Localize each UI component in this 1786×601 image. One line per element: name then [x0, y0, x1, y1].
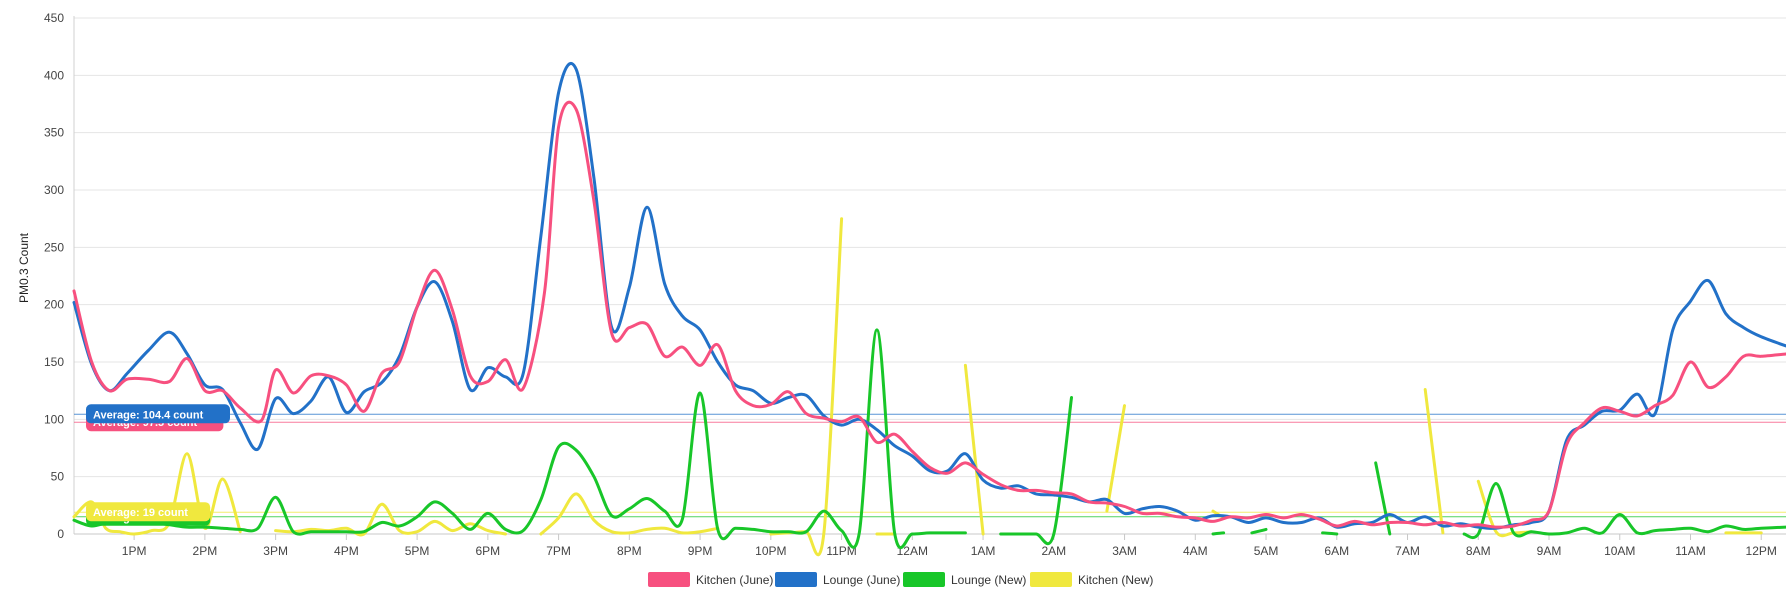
y-tick-label: 150 — [44, 355, 64, 369]
x-tick-label: 6AM — [1324, 544, 1349, 558]
series-line-lounge-new — [1250, 527, 1268, 535]
y-tick-label: 300 — [44, 183, 64, 197]
x-tick-label: 12AM — [897, 544, 928, 558]
average-label-background — [86, 502, 211, 522]
series-line-kitchen-new — [1105, 404, 1126, 513]
plot-area — [72, 62, 1786, 557]
y-tick-label: 200 — [44, 298, 64, 312]
series-line-lounge-new — [1211, 531, 1226, 536]
x-axis: 1PM 2PM 3PM 4PM 5PM 6PM 7PM 8PM 9PM 10PM 11PM 12AM 1… — [74, 533, 1786, 558]
x-tick-label: 7PM — [546, 544, 571, 558]
x-tick-label: 2AM — [1041, 544, 1066, 558]
series-line-lounge-new — [72, 328, 967, 550]
average-label-text: Average: 104.4 count — [93, 409, 204, 421]
average-label-background — [86, 404, 230, 424]
x-tick-label: 4AM — [1183, 544, 1208, 558]
legend-item-lounge-june[interactable]: Lounge (June) — [775, 572, 900, 587]
legend-swatch — [903, 572, 945, 587]
x-tick-label: 9PM — [688, 544, 713, 558]
legend-swatch — [775, 572, 817, 587]
legend-item-kitchen-new[interactable]: Kitchen (New) — [1030, 572, 1153, 587]
y-tick-label: 350 — [44, 126, 64, 140]
x-tick-label: 3PM — [263, 544, 288, 558]
x-tick-label: 10PM — [755, 544, 786, 558]
y-tick-label: 400 — [44, 68, 64, 82]
x-tick-label: 8PM — [617, 544, 642, 558]
x-tick-label: 2PM — [193, 544, 218, 558]
x-tick-label: 9AM — [1537, 544, 1562, 558]
legend-label: Kitchen (June) — [696, 573, 773, 587]
grid-lines — [74, 17, 1786, 535]
x-tick-label: 11AM — [1675, 544, 1705, 558]
legend: Kitchen (June) Lounge (June) Lounge (New) K… — [648, 572, 1153, 587]
series-line-kitchen-new — [1423, 388, 1445, 535]
legend-label: Lounge (June) — [823, 573, 900, 587]
series-line-kitchen-new — [539, 492, 720, 536]
series-line-kitchen-new — [963, 363, 985, 536]
y-tick-label: 0 — [57, 527, 64, 541]
average-label-text: Average: 19 count — [93, 507, 188, 519]
x-tick-label: 12PM — [1746, 544, 1777, 558]
x-tick-label: 1AM — [971, 544, 996, 558]
x-tick-label: 10AM — [1604, 544, 1635, 558]
legend-label: Lounge (New) — [951, 573, 1026, 587]
x-tick-label: 1PM — [122, 544, 147, 558]
legend-swatch — [1030, 572, 1072, 587]
legend-item-lounge-new[interactable]: Lounge (New) — [903, 572, 1026, 587]
y-axis: 0 50 100 150 200 250 300 350 400 450 — [44, 11, 75, 541]
series-line-lounge-june — [72, 62, 1786, 530]
average-label-lounge-june: Average: 104.4 count — [86, 404, 230, 424]
x-tick-label: 4PM — [334, 544, 359, 558]
y-tick-label: 450 — [44, 11, 64, 25]
x-tick-label: 11PM — [826, 544, 856, 558]
x-tick-label: 5PM — [405, 544, 430, 558]
y-axis-label: PM0.3 Count — [17, 232, 31, 303]
average-lines — [74, 413, 1786, 518]
series-line-lounge-new — [1462, 481, 1786, 540]
y-tick-label: 250 — [44, 240, 64, 254]
series-line-lounge-new — [1321, 531, 1339, 536]
series-line-kitchen-new — [274, 502, 507, 537]
series-line-lounge-new — [1374, 461, 1392, 536]
series-line-lounge-new — [999, 396, 1073, 546]
y-tick-label: 50 — [51, 470, 65, 484]
legend-label: Kitchen (New) — [1078, 573, 1153, 587]
legend-item-kitchen-june[interactable]: Kitchen (June) — [648, 572, 773, 587]
series-line-kitchen-june — [72, 100, 1786, 529]
y-tick-label: 100 — [44, 412, 64, 426]
x-tick-label: 8AM — [1466, 544, 1491, 558]
legend-swatch — [648, 572, 690, 587]
average-label-kitchen-new: Average: 19 count — [86, 502, 211, 522]
series-line-kitchen-new — [769, 217, 844, 557]
x-tick-label: 3AM — [1112, 544, 1137, 558]
x-tick-label: 6PM — [476, 544, 501, 558]
x-tick-label: 7AM — [1395, 544, 1420, 558]
x-tick-label: 5AM — [1254, 544, 1279, 558]
